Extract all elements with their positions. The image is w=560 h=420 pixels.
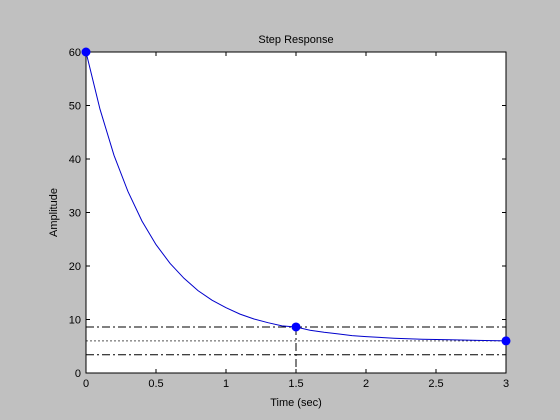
x-tick-label: 1.5 (288, 378, 303, 390)
x-tick-label: 3 (503, 378, 509, 390)
x-axis-label: Time (sec) (270, 397, 322, 409)
data-point-marker (81, 47, 91, 57)
step-response-curve (85, 51, 507, 342)
data-point-marker (291, 322, 301, 332)
series-layer (85, 51, 507, 342)
y-tick-label: 20 (69, 261, 81, 273)
y-axis-label: Amplitude (48, 188, 60, 237)
y-tick-label: 60 (69, 47, 81, 59)
plot-area (85, 51, 507, 374)
marker-layer (81, 47, 511, 346)
y-tick-label: 30 (69, 208, 81, 220)
y-tick-label: 0 (75, 368, 81, 380)
x-tick-label: 0 (83, 378, 89, 390)
y-tick-label: 40 (69, 154, 81, 166)
y-tick-label: 10 (69, 315, 81, 327)
x-tick-label: 2.5 (428, 378, 443, 390)
x-tick-label: 2 (363, 378, 369, 390)
data-point-marker (501, 336, 511, 346)
x-tick-label: 0.5 (148, 378, 163, 390)
chart-title: Step Response (258, 34, 333, 46)
x-tick-label: 1 (223, 378, 229, 390)
y-tick-label: 50 (69, 101, 81, 113)
